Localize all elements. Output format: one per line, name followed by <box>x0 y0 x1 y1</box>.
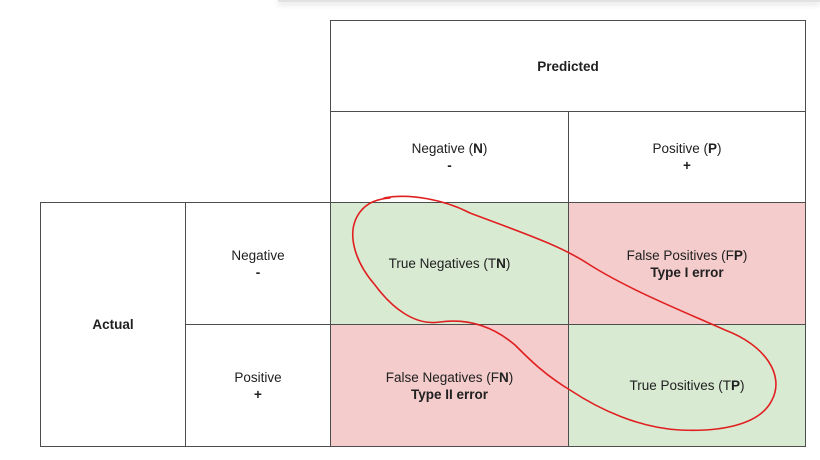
predicted-positive-sign: + <box>683 158 691 173</box>
true-negatives-cell: True Negatives (TN) <box>330 202 569 325</box>
actual-negative-row-header: Negative - <box>185 202 331 325</box>
actual-header: Actual <box>40 202 186 447</box>
actual-label: Actual <box>92 317 134 332</box>
predicted-positive-column-header: Positive (P) + <box>568 111 806 203</box>
actual-negative-sign: - <box>255 264 261 280</box>
type-two-error-label: Type II error <box>410 386 489 402</box>
true-positives-label: True Positives (TP) <box>629 378 745 393</box>
window-top-shadow <box>278 0 820 2</box>
true-positives-cell: True Positives (TP) <box>568 324 806 447</box>
predicted-label: Predicted <box>537 58 599 74</box>
false-negatives-cell: False Negatives (FN) Type II error <box>330 324 569 447</box>
predicted-positive-label: Positive (P) <box>652 141 722 156</box>
actual-negative-label: Negative <box>231 247 285 263</box>
predicted-negative-label: Negative (N) <box>411 141 488 156</box>
actual-positive-row-header: Positive + <box>185 324 331 447</box>
true-negatives-label: True Negatives (TN) <box>388 256 511 271</box>
predicted-negative-sign: - <box>447 158 452 173</box>
false-positives-cell: False Positives (FP) Type I error <box>568 202 806 325</box>
type-one-error-label: Type I error <box>650 264 724 280</box>
actual-positive-label: Positive <box>234 369 282 385</box>
false-positives-label: False Positives (FP) <box>626 247 748 263</box>
actual-positive-sign: + <box>254 386 262 402</box>
false-negatives-label: False Negatives (FN) <box>385 369 514 385</box>
predicted-negative-column-header: Negative (N) - <box>330 111 569 203</box>
predicted-header: Predicted <box>330 20 806 112</box>
